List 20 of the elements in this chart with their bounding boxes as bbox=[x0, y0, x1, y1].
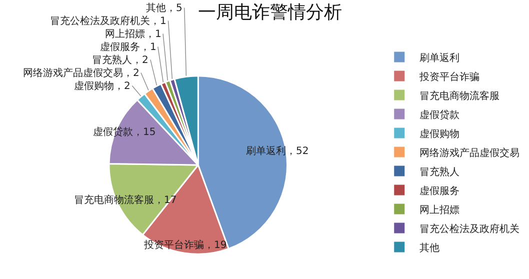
legend-label: 虚假贷款 bbox=[419, 108, 460, 121]
data-label: 虚假购物，2 bbox=[74, 80, 130, 92]
legend-label: 投资平台诈骗 bbox=[418, 70, 480, 83]
data-label: 冒充熟人，2 bbox=[92, 54, 148, 66]
legend-label: 其他 bbox=[419, 242, 440, 254]
chart-title: 一周电诈警情分析 bbox=[198, 2, 342, 24]
legend-label: 网上招嫖 bbox=[419, 204, 460, 216]
data-label: 其他，5 bbox=[146, 2, 182, 14]
legend-label: 刷单返利 bbox=[419, 52, 460, 64]
data-label: 冒充公检法及政府机关，1 bbox=[50, 15, 166, 27]
legend-label: 冒充熟人 bbox=[419, 166, 460, 178]
data-label: 刷单返利，52 bbox=[246, 145, 309, 157]
legend-label: 虚假服务 bbox=[419, 184, 460, 197]
legend-label: 网络游戏产品虚假交易 bbox=[419, 146, 520, 159]
data-label: 虚假服务，1 bbox=[100, 41, 156, 53]
legend-label: 虚假购物 bbox=[419, 128, 460, 140]
data-label: 网上招嫖，1 bbox=[105, 28, 162, 40]
legend-label: 冒充公检法及政府机关 bbox=[419, 222, 520, 235]
legend-label: 冒充电商物流客服 bbox=[419, 90, 500, 102]
data-label: 网络游戏产品虚假交易，2 bbox=[23, 67, 140, 79]
